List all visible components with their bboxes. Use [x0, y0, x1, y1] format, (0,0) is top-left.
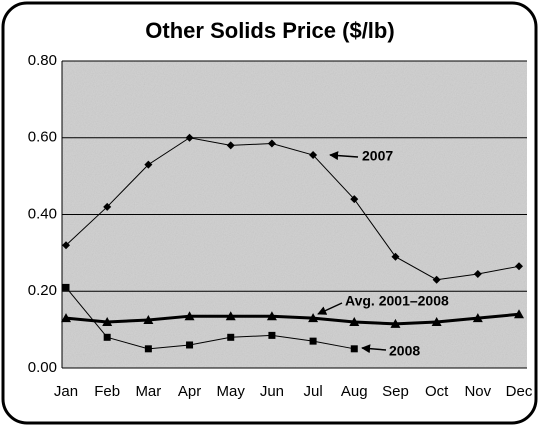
marker: [349, 316, 360, 326]
marker: [62, 283, 70, 291]
y-tick-label: 0.80: [28, 52, 57, 69]
x-tick-label: Jul: [303, 383, 322, 400]
annotation-arrow: [361, 344, 387, 354]
marker: [309, 337, 317, 345]
series-label: Avg. 2001–2008: [345, 293, 449, 309]
x-tick-label: Oct: [425, 383, 449, 400]
y-tick-label: 0.60: [28, 129, 57, 146]
marker: [62, 241, 70, 250]
marker: [226, 141, 235, 150]
marker: [185, 133, 194, 142]
y-tick-label: 0.00: [28, 359, 57, 376]
x-tick-label: May: [217, 383, 246, 400]
series-label: 2008: [389, 343, 420, 359]
x-tick-label: Sep: [382, 383, 409, 400]
x-tick-label: Nov: [464, 383, 491, 400]
marker: [186, 341, 194, 349]
chart-title: Other Solids Price ($/lb): [145, 18, 394, 43]
marker: [102, 316, 113, 326]
marker: [61, 313, 71, 323]
marker: [473, 269, 482, 278]
series-line: [65, 287, 355, 350]
x-tick-label: Apr: [178, 383, 201, 400]
marker: [431, 316, 442, 326]
marker: [515, 262, 523, 271]
series-label: 2007: [362, 148, 393, 164]
x-tick-label: Jun: [260, 383, 284, 400]
marker: [308, 313, 319, 323]
marker: [184, 311, 195, 321]
x-tick-label: Feb: [94, 383, 120, 400]
x-tick-label: Dec: [506, 383, 533, 400]
x-tick-label: Aug: [341, 383, 368, 400]
marker: [103, 333, 111, 341]
marker: [432, 275, 441, 284]
marker: [390, 318, 401, 328]
annotation-arrow: [329, 151, 359, 161]
marker: [266, 311, 277, 321]
marker: [350, 195, 359, 204]
marker: [144, 160, 153, 169]
marker: [267, 139, 276, 148]
marker: [143, 315, 154, 325]
series-line: [65, 137, 520, 281]
annotation-arrow: [317, 302, 343, 315]
marker: [391, 252, 400, 261]
y-tick-label: 0.40: [28, 205, 57, 222]
marker: [350, 345, 358, 353]
marker: [225, 311, 236, 321]
marker: [309, 151, 318, 160]
series-line: [65, 312, 520, 326]
y-tick-label: 0.20: [28, 282, 57, 299]
x-tick-label: Jan: [54, 383, 78, 400]
marker: [268, 331, 276, 339]
marker: [103, 202, 112, 211]
marker: [514, 309, 524, 319]
marker: [227, 333, 235, 341]
x-tick-label: Mar: [135, 383, 161, 400]
marker: [144, 345, 152, 353]
marker: [472, 313, 483, 323]
